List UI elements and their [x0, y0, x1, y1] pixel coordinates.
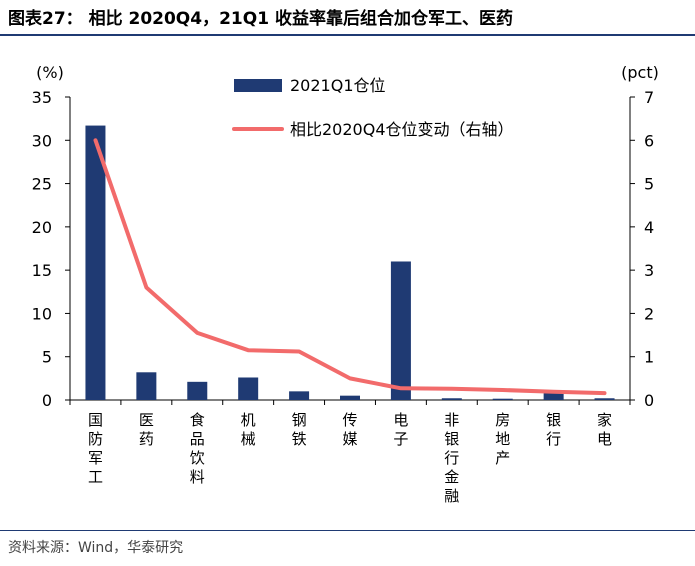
bar	[85, 125, 106, 400]
left-axis-unit: (%)	[36, 63, 64, 82]
left-tick-label: 25	[32, 175, 52, 194]
left-tick-label: 0	[42, 391, 52, 410]
category-label: 家电	[597, 411, 612, 448]
bar	[238, 377, 259, 400]
left-tick-label: 35	[32, 88, 52, 107]
category-label: 国防军工	[88, 411, 103, 486]
right-tick-label: 0	[644, 391, 654, 410]
right-tick-label: 1	[644, 348, 654, 367]
category-label: 食品饮料	[190, 411, 205, 486]
right-tick-label: 7	[644, 88, 654, 107]
legend-bar-swatch	[234, 79, 282, 92]
right-tick-label: 4	[644, 218, 654, 237]
right-tick-label: 6	[644, 131, 654, 150]
bar	[187, 381, 208, 400]
category-label: 医药	[139, 411, 154, 448]
right-tick-label: 3	[644, 261, 654, 280]
left-tick-label: 15	[32, 261, 52, 280]
category-label: 传媒	[342, 411, 357, 448]
chart-axes: 0 5 10 15 20 25 30 35 0 1 2 3 4 5 6 7 (%) (pct)	[32, 63, 659, 410]
page-title: 图表27： 相比 2020Q4，21Q1 收益率靠后组合加仓军工、医药	[8, 9, 513, 29]
left-tick-label: 5	[42, 348, 52, 367]
left-tick-label: 30	[32, 131, 52, 150]
right-axis-unit: (pct)	[621, 63, 659, 82]
category-label: 银行	[546, 411, 561, 448]
legend-line-label: 相比2020Q4仓位变动（右轴）	[290, 120, 514, 139]
bar	[543, 393, 564, 400]
bar	[289, 391, 310, 400]
category-label: 机械	[241, 411, 256, 448]
category-label: 房地产	[495, 411, 510, 467]
bar-series	[85, 125, 615, 400]
legend-bar-label: 2021Q1仓位	[290, 76, 386, 95]
right-tick-label: 2	[644, 304, 654, 323]
left-tick-label: 20	[32, 218, 52, 237]
category-label: 电子	[393, 411, 408, 448]
line-path	[93, 138, 607, 396]
category-label: 钢铁	[292, 411, 307, 448]
line-series	[93, 138, 607, 396]
category-label: 非银行金融	[444, 411, 459, 505]
bar	[441, 398, 462, 400]
source-note: 资料来源：Wind，华泰研究	[8, 540, 184, 556]
title-divider	[0, 34, 695, 36]
left-tick-label: 10	[32, 304, 52, 323]
bar	[594, 398, 615, 400]
bar	[390, 261, 411, 400]
source-divider	[0, 530, 695, 531]
right-tick-label: 5	[644, 175, 654, 194]
bar	[136, 372, 157, 400]
bar	[492, 398, 513, 400]
bar	[340, 395, 360, 400]
